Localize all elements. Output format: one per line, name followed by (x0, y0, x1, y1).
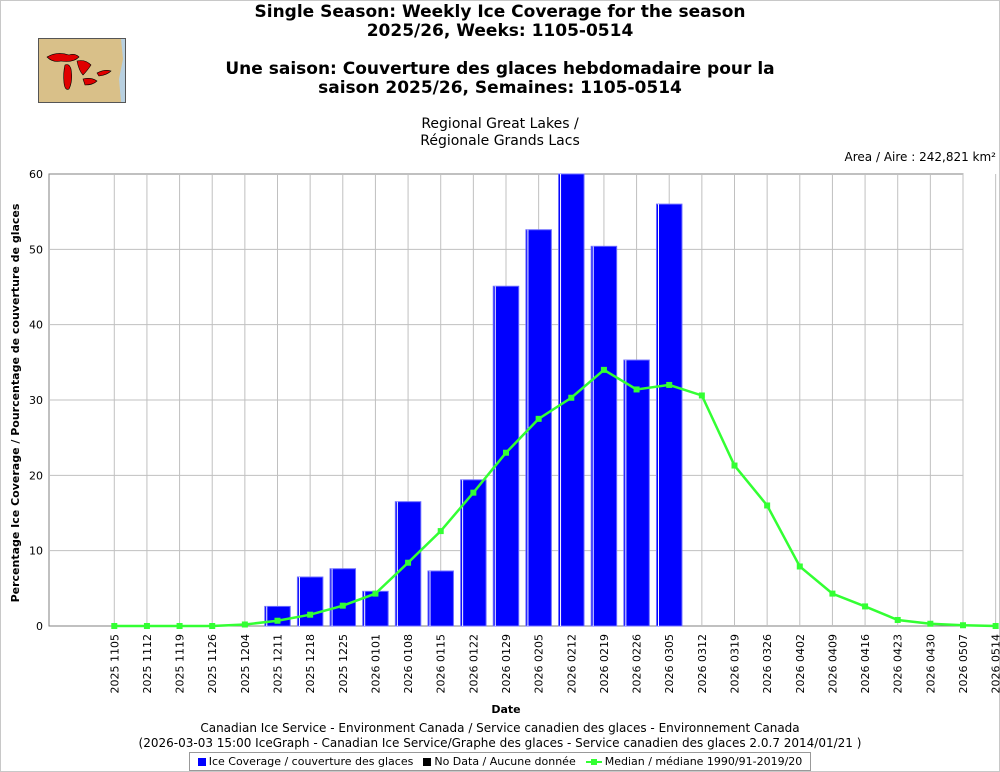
legend: Ice Coverage / couverture des glaces No … (189, 752, 811, 771)
legend-item-nodata: No Data / Aucune donnée (423, 755, 576, 768)
legend-label-nodata: No Data / Aucune donnée (434, 755, 576, 768)
legend-item-median: Median / médiane 1990/91-2019/20 (585, 755, 803, 768)
great-lakes-map-icon (38, 38, 126, 103)
chart-title-en: Single Season: Weekly Ice Coverage for t… (254, 2, 746, 41)
legend-swatch-nodata (423, 757, 432, 766)
chart-title-fr: Une saison: Couverture des glaces hebdom… (225, 59, 775, 98)
legend-label-median: Median / médiane 1990/91-2019/20 (604, 755, 803, 768)
region-label: Regional Great Lakes / Régionale Grands … (420, 116, 580, 149)
footer-credit: Canadian Ice Service - Environment Canad… (200, 721, 800, 735)
footer-version: (2026-03-03 15:00 IceGraph - Canadian Ic… (138, 736, 862, 750)
area-label: Area / Aire : 242,821 km² (844, 150, 996, 164)
legend-swatch-ice (197, 757, 206, 766)
legend-item-ice: Ice Coverage / couverture des glaces (197, 755, 414, 768)
legend-label-ice: Ice Coverage / couverture des glaces (208, 755, 414, 768)
legend-swatch-median (585, 758, 602, 766)
